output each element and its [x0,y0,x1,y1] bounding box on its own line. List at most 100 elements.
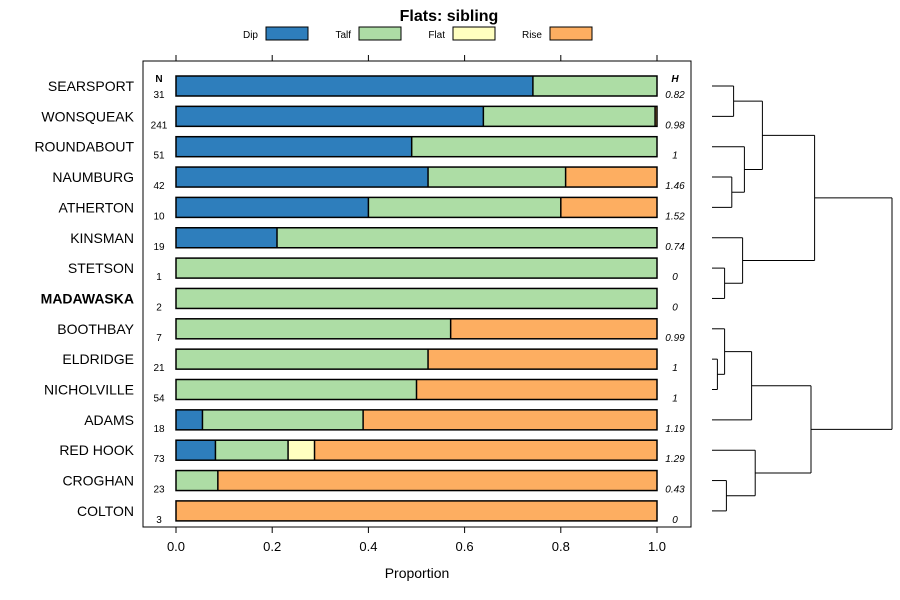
n-value-stetson: 1 [156,272,162,283]
top-axis [175,55,658,61]
bar-outline [175,75,658,97]
bar-outline [175,166,658,188]
row-label-red-hook: RED HOOK [59,442,134,458]
bar-outline [175,500,658,522]
h-value-madawaska: 0 [672,302,678,313]
legend-label-rise: Rise [522,30,542,41]
legend-swatch-rise [549,26,593,41]
n-value-atherton: 10 [153,211,165,222]
n-value-madawaska: 2 [156,302,162,313]
bar-segment-rise [416,379,657,400]
bar-row-stetson: STETSON 1 0 [68,257,678,283]
bar-segment-rise [363,409,657,430]
bar-outline [175,227,658,249]
n-value-colton: 3 [156,515,162,526]
bar-segment-talf [176,318,451,339]
plot-frame [142,60,692,528]
bar-segment-talf [176,258,657,279]
chart-title: Flats: sibling [400,8,499,25]
bar-segment-talf [176,349,429,370]
bar-segment-dip [176,76,533,96]
legend: Dip Talf Flat Rise [243,26,593,41]
bar-row-naumburg: NAUMBURG 42 1.46 [52,166,685,192]
bar-segment-dip [176,409,203,430]
h-value-atherton: 1.52 [665,211,685,222]
row-label-roundabout: ROUNDABOUT [34,139,134,155]
bar-segment-talf [483,106,656,127]
h-value-adams: 1.19 [665,424,685,435]
bar-segment-dip [176,106,484,127]
bar-segment-flat [288,440,315,461]
bar-outline [175,469,658,492]
bar-outline [175,409,658,431]
h-value-kinsman: 0.74 [665,242,685,253]
bar-segment-talf [202,409,364,430]
n-value-adams: 18 [153,424,165,435]
n-value-eldridge: 21 [153,363,165,374]
h-value-eldridge: 1 [672,363,678,374]
bar-segment-talf [215,440,289,461]
n-column-header: N [155,74,162,85]
bar-row-red-hook: RED HOOK 73 1.29 [59,439,685,465]
bar-row-nicholville: NICHOLVILLE 54 1 [44,378,678,405]
bar-row-kinsman: KINSMAN 19 0.74 [70,227,685,253]
bar-row-wonsqueak: WONSQUEAK 241 0.98 [41,105,685,131]
row-label-wonsqueak: WONSQUEAK [41,108,134,124]
legend-label-talf: Talf [335,30,351,41]
bar-outline [175,287,658,310]
n-value-red-hook: 73 [153,454,165,465]
bar-row-boothbay: BOOTHBAY 7 0.99 [57,318,685,344]
bar-row-eldridge: ELDRIDGE 21 1 [62,348,678,374]
bar-outline [175,105,658,128]
h-value-boothbay: 0.99 [665,333,685,344]
x-tick-label-5: 1.0 [648,539,666,554]
x-axis: 0.0 0.2 0.4 0.6 0.8 1.0 [167,527,666,554]
bar-outline [175,318,658,340]
n-value-searsport: 31 [153,90,165,101]
bar-segment-dip [176,440,216,461]
x-tick-label-4: 0.8 [552,539,570,554]
x-tick-label-2: 0.4 [359,539,377,554]
bar-row-madawaska: MADAWASKA 2 0 [41,287,678,313]
bar-row-atherton: ATHERTON 10 1.52 [59,196,685,222]
bar-segment-rise [450,318,657,339]
n-value-roundabout: 51 [153,151,165,162]
bar-segment-rise [314,440,657,461]
row-label-nicholville: NICHOLVILLE [44,382,134,398]
h-value-naumburg: 1.46 [665,181,685,192]
bar-segment-talf [428,167,566,188]
bar-row-searsport: SEARSPORT 31 0.82 [48,75,685,101]
legend-swatch-flat [452,26,496,41]
bar-segment-rise [565,167,657,188]
bar-outline [175,257,658,279]
h-value-red-hook: 1.29 [665,454,685,465]
bar-row-croghan: CROGHAN 23 0.43 [62,469,685,496]
row-label-croghan: CROGHAN [62,473,134,489]
bar-outline [175,378,658,401]
h-value-wonsqueak: 0.98 [665,120,685,131]
bar-segment-rise [428,349,657,370]
row-label-searsport: SEARSPORT [48,78,135,94]
bar-segment-talf [368,197,561,218]
bar-row-colton: COLTON 3 0 [77,500,678,526]
bar-segment-rise [176,500,657,521]
h-value-searsport: 0.82 [665,90,685,101]
n-value-boothbay: 7 [156,333,162,344]
bar-segment-rise [560,197,657,218]
n-value-croghan: 23 [153,485,165,496]
legend-swatch-talf [358,26,402,41]
n-value-nicholville: 54 [153,394,165,405]
bar-segment-talf [532,76,657,96]
h-value-colton: 0 [672,515,678,526]
bar-segment-talf [176,288,657,309]
bar-segment-talf [176,379,417,400]
legend-swatch-dip [265,26,309,41]
bar-outline [175,135,658,158]
dendrogram [712,85,893,512]
row-label-colton: COLTON [77,503,134,519]
h-value-roundabout: 1 [672,151,678,162]
bar-segment-rise [217,470,658,491]
bar-outline [175,196,658,219]
legend-label-dip: Dip [243,30,258,41]
